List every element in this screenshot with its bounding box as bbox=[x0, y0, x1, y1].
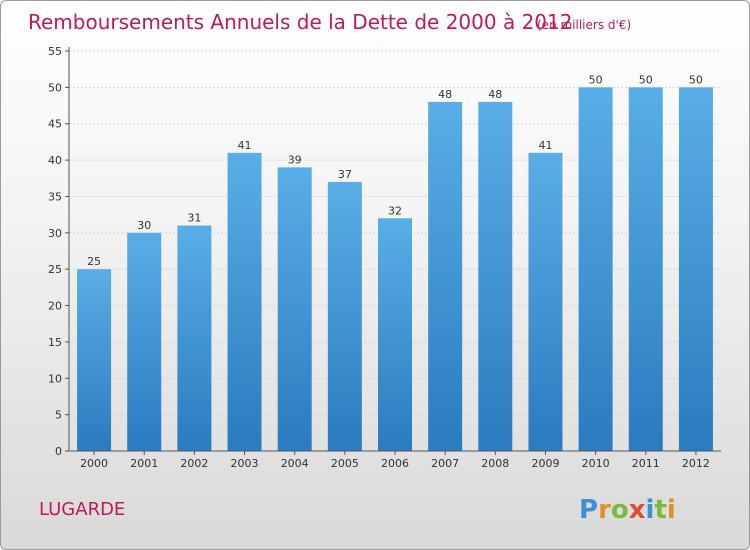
bar-2009 bbox=[528, 152, 563, 451]
logo-letter-2: o bbox=[611, 495, 629, 525]
bar-2007 bbox=[428, 101, 463, 451]
bar-2010 bbox=[578, 87, 613, 451]
logo-letter-4: i bbox=[646, 495, 655, 525]
y-tick-label-10: 10 bbox=[48, 372, 62, 385]
value-label-2011: 50 bbox=[639, 73, 653, 86]
value-label-2010: 50 bbox=[589, 73, 603, 86]
bar-2005 bbox=[327, 181, 362, 451]
value-label-2009: 41 bbox=[538, 139, 552, 152]
x-tick-label-2005: 2005 bbox=[331, 457, 359, 470]
value-label-2005: 37 bbox=[338, 168, 352, 181]
bar-2002 bbox=[177, 225, 212, 451]
y-tick-label-20: 20 bbox=[48, 300, 62, 313]
value-label-2007: 48 bbox=[438, 88, 452, 101]
label-layer: 25 30 31 41 39 37 32 48 48 41 50 50 50 bbox=[87, 73, 703, 268]
place-name: LUGARDE bbox=[39, 499, 125, 520]
x-tick-label-2008: 2008 bbox=[481, 457, 509, 470]
x-tick-label-2000: 2000 bbox=[80, 457, 108, 470]
bar-2001 bbox=[127, 232, 162, 451]
chart-title: Remboursements Annuels de la Dette de 20… bbox=[28, 10, 572, 34]
value-label-2002: 31 bbox=[187, 212, 201, 225]
bar-2003 bbox=[227, 152, 262, 451]
x-tick-label-2003: 2003 bbox=[231, 457, 259, 470]
value-label-2008: 48 bbox=[488, 88, 502, 101]
bar-2006 bbox=[378, 218, 412, 451]
value-label-2001: 30 bbox=[137, 219, 151, 232]
y-tick-label-40: 40 bbox=[48, 154, 62, 167]
bar-2011 bbox=[628, 87, 663, 451]
x-tick-label-2007: 2007 bbox=[431, 457, 459, 470]
y-tick-label-15: 15 bbox=[48, 336, 62, 349]
logo-letter-6: i bbox=[667, 495, 676, 525]
x-tick-label-2012: 2012 bbox=[682, 457, 710, 470]
logo-letter-0: P bbox=[579, 495, 598, 525]
y-tick-label-5: 5 bbox=[55, 409, 62, 422]
chart-subtitle: (en milliers d'€) bbox=[537, 18, 631, 32]
x-tick-label-2004: 2004 bbox=[281, 457, 309, 470]
y-tick-label-45: 45 bbox=[48, 118, 62, 131]
y-tick-label-25: 25 bbox=[48, 263, 62, 276]
x-tick-label-2010: 2010 bbox=[582, 457, 610, 470]
axis-layer: 0 5 10 15 20 25 30 35 40 45 50 55 2000 2001 2002 2003 20… bbox=[48, 45, 721, 470]
value-label-2003: 41 bbox=[238, 139, 252, 152]
y-tick-label-55: 55 bbox=[48, 45, 62, 58]
bar-2004 bbox=[277, 167, 312, 451]
x-tick-label-2011: 2011 bbox=[632, 457, 660, 470]
y-tick-label-30: 30 bbox=[48, 227, 62, 240]
bar-layer bbox=[77, 87, 713, 451]
bar-2000 bbox=[77, 269, 112, 451]
logo-letter-1: r bbox=[598, 495, 611, 525]
bar-2012 bbox=[678, 87, 713, 451]
x-tick-label-2001: 2001 bbox=[130, 457, 158, 470]
bar-2008 bbox=[478, 101, 513, 451]
proxiti-logo: Proxiti bbox=[579, 495, 676, 525]
y-tick-label-50: 50 bbox=[48, 81, 62, 94]
logo-letter-5: t bbox=[654, 495, 666, 525]
value-label-2000: 25 bbox=[87, 255, 101, 268]
logo-letter-3: x bbox=[629, 495, 646, 525]
x-tick-label-2002: 2002 bbox=[180, 457, 208, 470]
y-tick-label-0: 0 bbox=[55, 445, 62, 458]
x-tick-label-2009: 2009 bbox=[531, 457, 559, 470]
value-label-2012: 50 bbox=[689, 73, 703, 86]
y-tick-label-35: 35 bbox=[48, 190, 62, 203]
x-tick-label-2006: 2006 bbox=[381, 457, 409, 470]
value-label-2006: 32 bbox=[388, 204, 402, 217]
value-label-2004: 39 bbox=[288, 153, 302, 166]
